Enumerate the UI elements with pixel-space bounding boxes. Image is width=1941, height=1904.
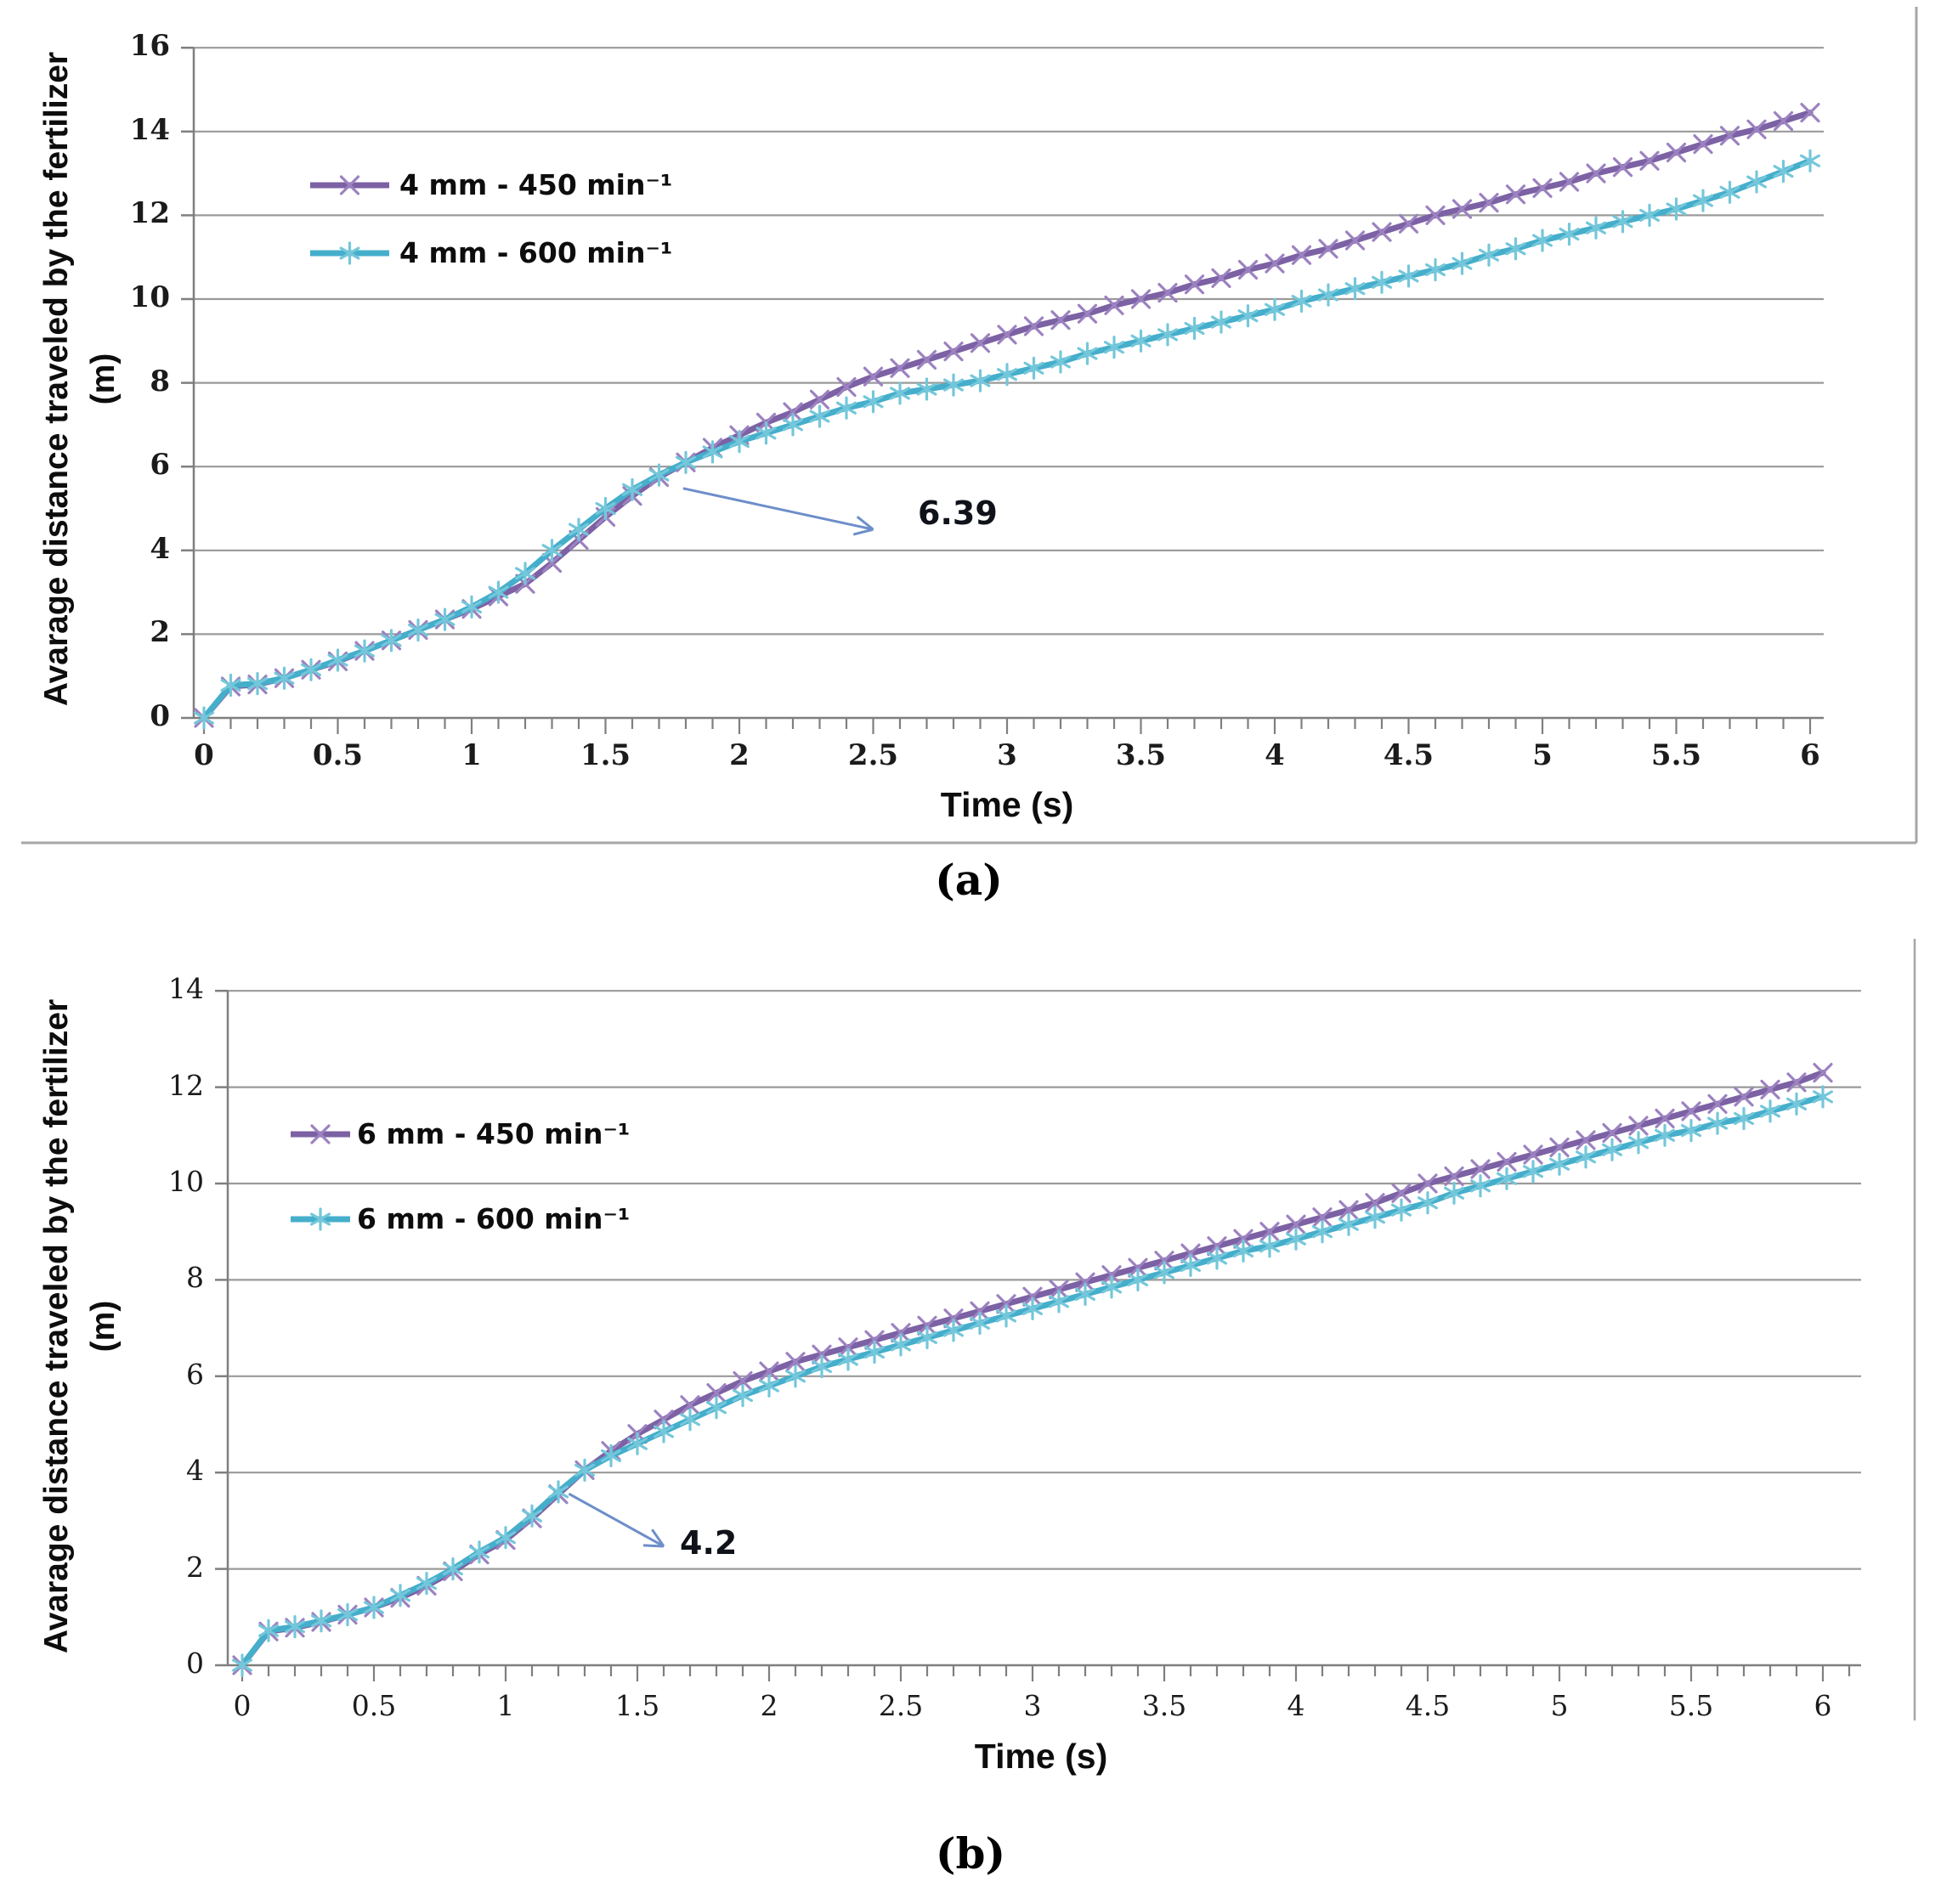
- y-tick-label: 12: [129, 196, 170, 231]
- x-axis-title-b: Time (s): [974, 1737, 1108, 1776]
- x-tick-label: 1.5: [580, 738, 631, 772]
- annotation-arrowhead: [642, 1544, 665, 1548]
- x-tick-label: 5: [1550, 1689, 1569, 1722]
- x-tick-label: 2: [760, 1689, 778, 1722]
- x-tick-label: 0.5: [351, 1689, 397, 1722]
- y-tick-label: 8: [150, 364, 170, 398]
- legend-marker-icon: [339, 241, 360, 265]
- x-tick-label: 4.5: [1383, 738, 1435, 772]
- annotation-arrowhead: [856, 516, 874, 531]
- y-tick-label: 2: [186, 1550, 204, 1584]
- y-tick-label: 14: [129, 112, 170, 147]
- y-tick-label: 4: [186, 1454, 204, 1488]
- x-tick-label: 1: [461, 738, 482, 772]
- x-tick-label: 1.5: [614, 1689, 660, 1722]
- x-tick-label: 6: [1800, 738, 1820, 772]
- annotation-arrowhead: [852, 528, 874, 536]
- y-tick-label: 2: [150, 615, 170, 650]
- series-line-b-1: [239, 1093, 1826, 1669]
- x-axis-title-a: Time (s): [940, 785, 1074, 824]
- x-tick-label: 4.5: [1405, 1689, 1451, 1722]
- y-tick-label: 16: [129, 29, 170, 64]
- y-tick-label: 14: [168, 972, 204, 1006]
- y-tick-label: 12: [168, 1068, 204, 1102]
- legend-label-b-450: 6 mm - 450 min⁻¹: [357, 1117, 631, 1150]
- y-axis-title-b: Avarage distance traveled by the fertili…: [38, 998, 122, 1654]
- x-tick-label: 0: [194, 738, 214, 772]
- x-tick-label: 3.5: [1115, 738, 1167, 772]
- y-tick-label: 10: [168, 1165, 204, 1198]
- x-tick-label: 3.5: [1141, 1689, 1187, 1722]
- caption-a: (a): [935, 855, 1003, 905]
- y-tick-label: 10: [129, 280, 170, 314]
- x-tick-label: 4: [1287, 1689, 1305, 1722]
- y-tick-label: 8: [186, 1261, 204, 1295]
- legend-label-a-450: 4 mm - 450 min⁻¹: [399, 168, 673, 201]
- x-tick-label: 5: [1532, 738, 1553, 772]
- series-markers-b-1: [232, 1085, 1833, 1677]
- y-tick-label: 6: [186, 1357, 204, 1391]
- legend-label-a-600: 4 mm - 600 min⁻¹: [399, 236, 673, 269]
- x-tick-label: 6: [1814, 1689, 1832, 1722]
- annotation-text-b: 4.2: [680, 1524, 738, 1562]
- y-tick-label: 6: [150, 448, 170, 483]
- annotation-arrow: [568, 1492, 665, 1548]
- x-tick-label: 5.5: [1650, 738, 1702, 772]
- x-tick-label: 2.5: [878, 1689, 924, 1722]
- series-markers-a-1: [194, 149, 1820, 730]
- y-tick-label: 4: [150, 531, 170, 566]
- x-tick-label: 3: [997, 738, 1017, 772]
- annotation-arrowhead: [651, 1528, 665, 1547]
- x-tick-label: 5.5: [1668, 1689, 1714, 1722]
- legend-label-b-600: 6 mm - 600 min⁻¹: [357, 1202, 631, 1235]
- x-tick-label: 2: [729, 738, 750, 772]
- x-tick-label: 2.5: [847, 738, 899, 772]
- y-tick-label: 0: [186, 1647, 204, 1680]
- legend-marker-icon: [310, 1207, 331, 1231]
- annotation-arrow: [682, 487, 874, 531]
- x-tick-label: 0: [233, 1689, 252, 1722]
- legend-marker-icon: [310, 1124, 331, 1144]
- x-tick-label: 3: [1023, 1689, 1042, 1722]
- y-tick-label: 0: [150, 699, 170, 733]
- legend-marker-icon: [339, 175, 360, 195]
- x-tick-label: 1: [496, 1689, 515, 1722]
- caption-b: (b): [935, 1828, 1006, 1879]
- annotation-text-a: 6.39: [918, 494, 998, 532]
- x-tick-label: 0.5: [312, 738, 364, 772]
- x-tick-label: 4: [1265, 738, 1285, 772]
